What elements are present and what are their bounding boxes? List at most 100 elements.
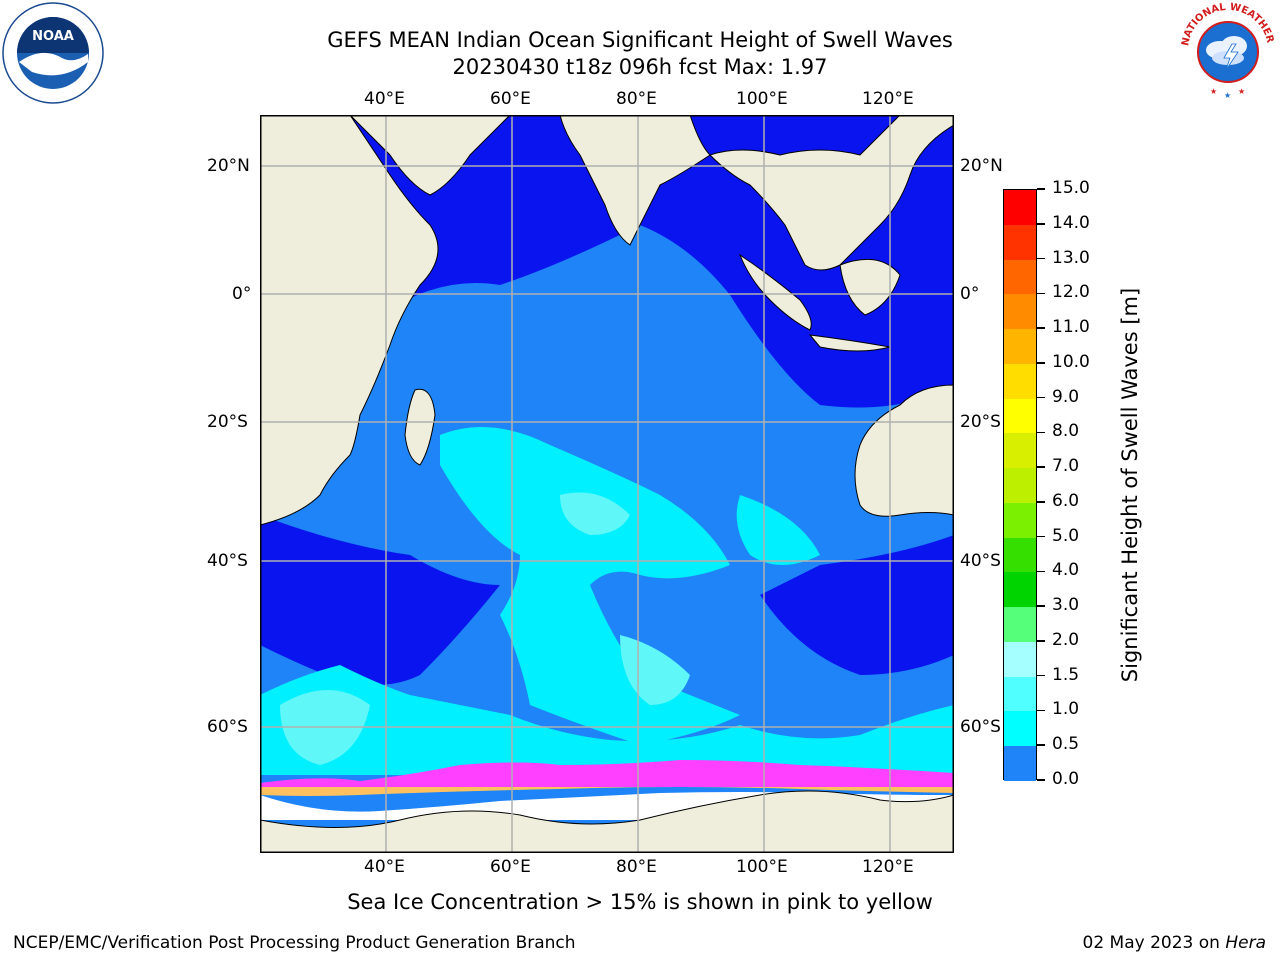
colorbar-tick-label: 1.5 <box>1052 664 1080 685</box>
colorbar-tick <box>1037 223 1045 225</box>
lat-label-left-40s: 40°S <box>207 551 248 571</box>
footer-date-text: 02 May 2023 on <box>1082 933 1226 953</box>
lon-label-bottom-120e: 120°E <box>862 857 914 877</box>
lon-label-top-60e: 60°E <box>490 89 531 109</box>
colorbar-tick <box>1037 362 1045 364</box>
colorbar-tick-label: 1.0 <box>1052 699 1080 720</box>
colorbar-tick-label: 12.0 <box>1052 282 1090 303</box>
borneo-land <box>839 258 901 316</box>
lat-label-right-0: 0° <box>960 284 980 304</box>
lon-label-bottom-100e: 100°E <box>736 857 788 877</box>
footer-credit: NCEP/EMC/Verification Post Processing Pr… <box>13 933 576 953</box>
central-cyan-region <box>440 427 740 745</box>
swell-height-map <box>259 114 955 854</box>
lon-label-bottom-80e: 80°E <box>616 857 657 877</box>
colorbar-tick-label: 6.0 <box>1052 490 1080 511</box>
colorbar-tick <box>1037 674 1045 677</box>
lon-label-top-80e: 80°E <box>616 89 657 109</box>
noaa-logo: NOAA <box>2 2 104 108</box>
colorbar <box>1003 189 1037 782</box>
colorbar-tick-label: 7.0 <box>1052 456 1080 477</box>
lat-label-right-20s: 20°S <box>960 412 1001 432</box>
south-low-swell-region <box>260 515 500 685</box>
colorbar-tick-label: 0.0 <box>1052 769 1080 789</box>
colorbar-tick <box>1037 709 1045 712</box>
colorbar-tick <box>1037 779 1045 781</box>
southeast-low-swell-region <box>760 535 954 675</box>
lon-label-top-120e: 120°E <box>862 89 914 109</box>
colorbar-segment <box>1004 607 1036 643</box>
arabia-land <box>348 114 512 196</box>
colorbar-segment <box>1004 676 1036 712</box>
lat-label-left-0: 0° <box>232 284 252 304</box>
sea-ice-yellow-band <box>260 787 954 796</box>
colorbar-segment <box>1004 433 1036 469</box>
lon-label-top-100e: 100°E <box>736 89 788 109</box>
southern-cyan-band <box>260 665 954 775</box>
colorbar-tick <box>1037 535 1045 538</box>
colorbar-tick-label: 10.0 <box>1052 351 1090 372</box>
nws-logo: NATIONAL WEATHER SERVICE ★ ★ ★ <box>1172 0 1280 108</box>
colorbar-tick-label: 5.0 <box>1052 525 1080 546</box>
lat-label-left-20s: 20°S <box>207 412 248 432</box>
australia-land <box>854 384 955 517</box>
colorbar-segment <box>1004 294 1036 330</box>
colorbar-segment <box>1004 711 1036 747</box>
central-lightcyan-patch <box>560 492 630 535</box>
colorbar-tick-label: 9.0 <box>1052 386 1080 407</box>
antarctica-land <box>259 790 955 854</box>
colorbar-tick-label: 0.5 <box>1052 734 1080 755</box>
colorbar-tick-label: 3.0 <box>1052 595 1080 616</box>
colorbar-tick-label: 4.0 <box>1052 560 1080 581</box>
lat-label-left-60s: 60°S <box>207 717 248 737</box>
svg-text:★: ★ <box>1210 87 1217 96</box>
lat-label-right-20n: 20°N <box>960 156 1003 176</box>
lat-label-left-20n: 20°N <box>207 156 250 176</box>
east-cyan-patch <box>736 495 820 565</box>
colorbar-segment <box>1004 502 1036 539</box>
colorbar-tick <box>1037 570 1045 573</box>
svg-text:★: ★ <box>1224 91 1231 100</box>
svg-text:★: ★ <box>1238 87 1245 96</box>
lon-label-bottom-40e: 40°E <box>364 857 405 877</box>
colorbar-tick <box>1037 466 1045 468</box>
colorbar-segment <box>1004 398 1036 434</box>
sea-ice-pink-band <box>260 760 954 787</box>
lat-label-right-60s: 60°S <box>960 717 1001 737</box>
colorbar-segment <box>1004 468 1036 504</box>
lat-label-right-40s: 40°S <box>960 551 1001 571</box>
colorbar-segment <box>1004 224 1036 260</box>
colorbar-tick-label: 14.0 <box>1052 212 1090 233</box>
chart-title-line1: GEFS MEAN Indian Ocean Significant Heigh… <box>327 28 953 52</box>
sea-ice-caption: Sea Ice Concentration > 15% is shown in … <box>347 890 933 914</box>
chart-title-line2: 20230430 t18z 096h fcst Max: 1.97 <box>452 55 828 79</box>
colorbar-segment <box>1004 363 1036 400</box>
lon-label-top-40e: 40°E <box>364 89 405 109</box>
colorbar-tick <box>1037 396 1045 399</box>
colorbar-tick <box>1037 605 1045 607</box>
map-gridlines <box>260 115 954 853</box>
footer-date: 02 May 2023 on Hera <box>1083 933 1267 953</box>
colorbar-tick-label: 8.0 <box>1052 421 1080 442</box>
lon-label-bottom-60e: 60°E <box>490 857 531 877</box>
colorbar-tick <box>1037 257 1045 260</box>
colorbar-tick-label: 15.0 <box>1052 178 1090 198</box>
colorbar-segment <box>1004 746 1036 782</box>
madagascar-land <box>404 388 436 466</box>
colorbar-segment <box>1004 641 1036 678</box>
colorbar-tick <box>1037 501 1045 503</box>
colorbar-segment <box>1004 329 1036 365</box>
colorbar-segment <box>1004 259 1036 295</box>
colorbar-tick <box>1037 744 1045 746</box>
colorbar-segment <box>1004 190 1036 226</box>
map-frame <box>260 115 954 853</box>
colorbar-label: Significant Height of Swell Waves [m] <box>1118 287 1142 683</box>
colorbar-tick <box>1037 292 1045 295</box>
colorbar-tick <box>1037 640 1045 642</box>
noaa-logo-text: NOAA <box>32 29 74 44</box>
colorbar-segment <box>1004 537 1036 573</box>
colorbar-tick <box>1037 431 1045 434</box>
colorbar-segment <box>1004 572 1036 608</box>
colorbar-tick-label: 2.0 <box>1052 629 1080 650</box>
colorbar-tick <box>1037 327 1045 329</box>
